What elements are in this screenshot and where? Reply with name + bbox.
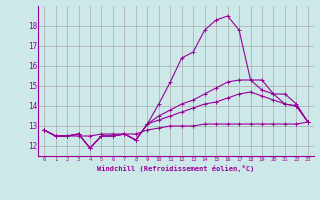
X-axis label: Windchill (Refroidissement éolien,°C): Windchill (Refroidissement éolien,°C) [97, 165, 255, 172]
